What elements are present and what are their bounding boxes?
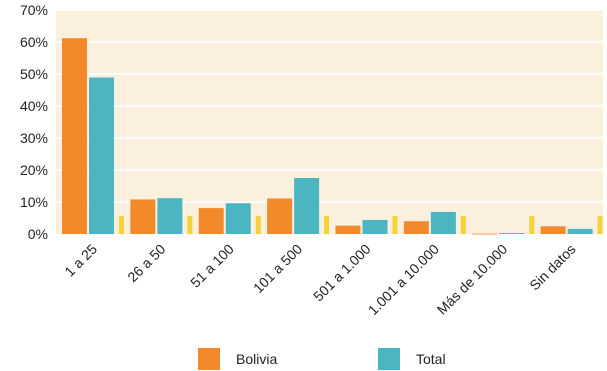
bar-bolivia — [540, 226, 566, 234]
y-tick-label: 40% — [20, 98, 48, 114]
bars — [62, 38, 593, 235]
bar-bolivia — [403, 221, 429, 234]
y-axis-ticks: 0% 10% 20% 30% 40% 50% 60% 70% — [20, 2, 48, 242]
x-tick-label: 26 a 50 — [124, 241, 168, 285]
x-tick-label: 1.001 a 10.000 — [365, 241, 443, 319]
bar-bolivia — [198, 208, 224, 234]
y-tick-label: 0% — [28, 226, 48, 242]
category-separator — [119, 216, 124, 234]
bar-total — [225, 203, 251, 234]
legend-swatch-total — [378, 348, 400, 370]
y-tick-label: 10% — [20, 194, 48, 210]
x-axis-ticks: 1 a 25 26 a 50 51 a 100 101 a 500 501 a 1.00… — [61, 241, 578, 319]
x-tick-label: 101 a 500 — [250, 241, 306, 297]
bar-total — [430, 211, 456, 234]
category-separator — [255, 216, 261, 234]
bar-total — [362, 219, 388, 234]
bar-total — [294, 178, 320, 234]
category-separator — [529, 216, 535, 234]
category-separators — [119, 216, 603, 234]
y-tick-label: 60% — [20, 34, 48, 50]
bar-total — [567, 228, 593, 234]
y-tick-label: 70% — [20, 2, 48, 18]
x-tick-label: 1 a 25 — [61, 241, 100, 280]
bar-bolivia — [267, 198, 293, 234]
category-separator — [460, 216, 466, 234]
category-separator — [392, 216, 398, 234]
x-tick-label: Más de 10.000 — [434, 241, 511, 318]
bar-bolivia — [335, 225, 361, 234]
legend-swatch-bolivia — [198, 348, 220, 370]
bar-total — [89, 77, 114, 235]
x-tick-label: 51 a 100 — [187, 241, 237, 291]
bar-bolivia — [62, 38, 87, 234]
y-tick-label: 50% — [20, 66, 48, 82]
y-tick-label: 20% — [20, 162, 48, 178]
category-separator — [597, 216, 603, 234]
legend-item-total: Total — [378, 348, 446, 370]
category-separator — [324, 216, 330, 234]
legend-label-total: Total — [416, 351, 446, 367]
plot-background — [56, 10, 603, 234]
bar-total — [499, 233, 525, 234]
bar-bolivia — [472, 233, 498, 235]
y-tick-label: 30% — [20, 130, 48, 146]
x-tick-label: Sin datos — [526, 241, 579, 294]
legend-label-bolivia: Bolivia — [236, 351, 278, 367]
bar-total — [157, 198, 183, 234]
x-tick-label: 501 a 1.000 — [310, 241, 374, 305]
legend-item-bolivia: Bolivia — [198, 348, 277, 370]
category-separator — [187, 216, 193, 234]
bar-bolivia — [130, 199, 156, 234]
